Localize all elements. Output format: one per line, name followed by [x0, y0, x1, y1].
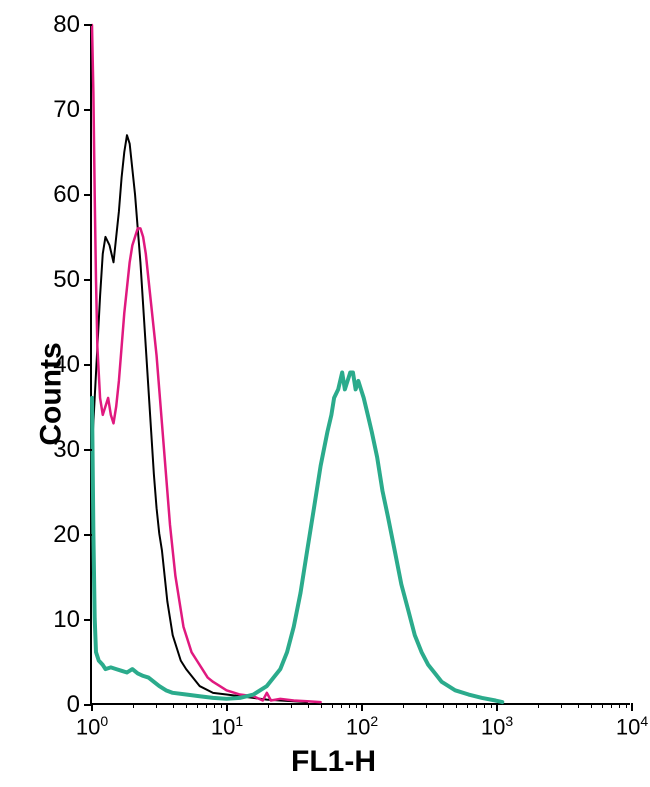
- x-tick-minor: [403, 703, 404, 708]
- y-tick-label: 40: [53, 351, 80, 379]
- x-tick-minor: [443, 703, 444, 708]
- x-tick-minor: [611, 703, 612, 708]
- x-tick-minor: [332, 703, 333, 708]
- y-tick: [84, 449, 92, 451]
- x-tick-minor: [491, 703, 492, 708]
- x-tick-minor: [467, 703, 468, 708]
- x-tick-minor: [173, 703, 174, 708]
- x-tick-minor: [426, 703, 427, 708]
- x-tick-label: 100: [76, 713, 108, 740]
- x-tick-minor: [538, 703, 539, 708]
- x-tick-minor: [291, 703, 292, 708]
- x-tick-label: 104: [616, 713, 648, 740]
- x-tick-label: 101: [211, 713, 243, 740]
- series-black: [92, 135, 307, 702]
- series-magenta: [92, 25, 321, 702]
- x-tick-minor: [133, 703, 134, 708]
- y-tick-label: 20: [53, 521, 80, 549]
- x-tick-minor: [602, 703, 603, 708]
- y-tick: [84, 279, 92, 281]
- x-tick-minor: [186, 703, 187, 708]
- x-tick-label: 103: [481, 713, 513, 740]
- x-tick-minor: [221, 703, 222, 708]
- y-tick-label: 10: [53, 606, 80, 634]
- x-tick-minor: [626, 703, 627, 708]
- x-tick: [226, 703, 228, 711]
- x-tick-minor: [268, 703, 269, 708]
- x-tick-minor: [456, 703, 457, 708]
- y-tick-label: 80: [53, 11, 80, 39]
- x-tick: [496, 703, 498, 711]
- x-tick: [361, 703, 363, 711]
- x-tick-minor: [578, 703, 579, 708]
- x-tick-minor: [156, 703, 157, 708]
- flow-cytometry-histogram: Counts FL1-H 010203040506070801001011021…: [0, 0, 650, 787]
- y-tick-label: 60: [53, 181, 80, 209]
- x-tick-minor: [356, 703, 357, 708]
- y-tick: [84, 619, 92, 621]
- x-tick-minor: [341, 703, 342, 708]
- x-tick-minor: [214, 703, 215, 708]
- x-tick-minor: [561, 703, 562, 708]
- y-tick-label: 30: [53, 436, 80, 464]
- y-tick: [84, 24, 92, 26]
- x-tick-minor: [206, 703, 207, 708]
- x-tick-minor: [619, 703, 620, 708]
- x-axis-label: FL1-H: [291, 745, 376, 779]
- x-tick-minor: [484, 703, 485, 708]
- x-tick: [91, 703, 93, 711]
- y-tick: [84, 364, 92, 366]
- y-tick-label: 50: [53, 266, 80, 294]
- y-tick: [84, 534, 92, 536]
- plot-area: 01020304050607080100101102103104: [90, 25, 630, 705]
- y-tick-label: 70: [53, 96, 80, 124]
- series-teal: [92, 372, 502, 702]
- x-tick: [631, 703, 633, 711]
- x-tick-minor: [321, 703, 322, 708]
- x-tick-minor: [349, 703, 350, 708]
- x-tick-minor: [308, 703, 309, 708]
- x-tick-label: 102: [346, 713, 378, 740]
- curves-svg: [92, 25, 630, 703]
- y-tick: [84, 109, 92, 111]
- x-tick-minor: [197, 703, 198, 708]
- y-tick: [84, 194, 92, 196]
- x-tick-minor: [591, 703, 592, 708]
- x-tick-minor: [476, 703, 477, 708]
